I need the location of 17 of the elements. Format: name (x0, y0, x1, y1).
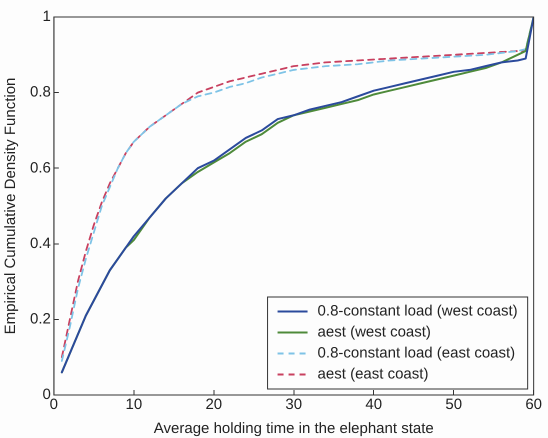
y-tick-label: 0.4 (30, 234, 51, 252)
x-tick-label: 40 (365, 396, 382, 414)
legend-label: aest (west coast) (318, 324, 431, 341)
x-tick-label: 10 (125, 396, 142, 414)
y-axis-title: Empirical Cumulative Density Function (2, 78, 20, 334)
x-tick-label: 20 (205, 396, 222, 414)
legend-label: 0.8-constant load (west coast) (318, 302, 518, 320)
x-tick-label: 30 (285, 396, 302, 414)
x-tick-label: 60 (525, 396, 542, 414)
y-tick-label: 0.8 (30, 84, 51, 101)
legend-label: aest (east coast) (318, 366, 428, 383)
y-tick-label: 0.2 (30, 310, 51, 328)
x-axis-title: Average holding time in the elephant state (154, 420, 434, 438)
y-tick-label: 0.6 (30, 159, 51, 176)
x-tick-label: 50 (445, 396, 462, 414)
y-tick-label: 1 (42, 8, 51, 26)
legend-label: 0.8-constant load (east coast) (318, 344, 516, 362)
